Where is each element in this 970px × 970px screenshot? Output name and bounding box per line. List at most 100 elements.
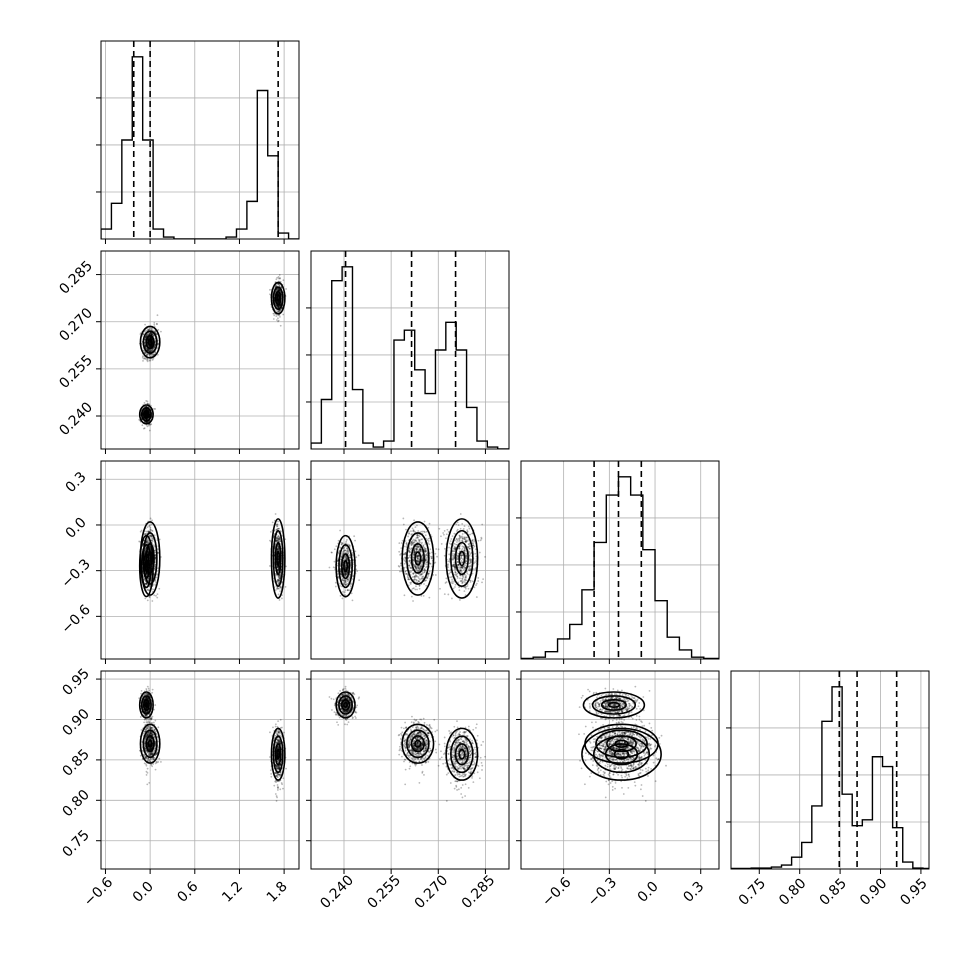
sample-point [145, 532, 148, 535]
sample-point [149, 345, 152, 348]
sample-point [278, 599, 281, 601]
sample-point [414, 566, 417, 569]
sample-point [411, 527, 414, 530]
sample-point [155, 333, 158, 336]
sample-point [277, 535, 280, 538]
sample-point [330, 551, 333, 554]
sample-point [348, 577, 351, 580]
sample-point [142, 355, 145, 357]
sample-point [277, 293, 280, 295]
sample-point [269, 565, 271, 567]
sample-point [146, 402, 149, 405]
sample-point [269, 539, 271, 542]
sample-point [154, 556, 157, 559]
sample-point [149, 526, 152, 529]
panel-frame [100, 40, 300, 240]
sample-point [356, 570, 359, 573]
sample-point [430, 555, 432, 558]
sample-point [149, 336, 152, 339]
sample-point [144, 405, 147, 408]
sample-point [146, 359, 149, 361]
sample-point [145, 408, 148, 411]
sample-point [416, 534, 418, 537]
sample-point [145, 540, 148, 542]
sample-point [154, 561, 157, 564]
y-tick-label: 0.240 [56, 399, 96, 439]
sample-point [143, 427, 146, 429]
sample-point [151, 540, 154, 543]
sample-point [408, 547, 411, 549]
sample-point [345, 584, 348, 586]
sample-point [416, 524, 418, 527]
sample-point [277, 520, 279, 523]
sample-point [149, 341, 152, 344]
sample-point [342, 550, 345, 553]
sample-point [277, 574, 280, 577]
sample-point [334, 581, 337, 584]
sample-point [148, 403, 150, 406]
sample-point [277, 292, 280, 295]
sample-point [269, 293, 271, 296]
sample-point [145, 418, 148, 421]
sample-point [143, 401, 146, 404]
sample-point [154, 343, 157, 346]
sample-point [427, 537, 430, 540]
sample-point [150, 333, 153, 335]
sample-point [422, 544, 425, 547]
sample-point [153, 580, 156, 583]
sample-point [149, 337, 152, 339]
sample-point [423, 583, 425, 585]
sample-point [278, 289, 280, 292]
sample-point [150, 423, 153, 426]
sample-point [151, 519, 153, 522]
sample-point [275, 319, 278, 321]
sample-point [342, 591, 344, 593]
y-tick-label: −0.3 [58, 556, 93, 591]
sample-point [407, 535, 410, 538]
sample-point [277, 287, 280, 290]
sample-point [417, 530, 420, 532]
sample-point [403, 562, 406, 565]
sample-point [155, 333, 158, 336]
sample-point [158, 587, 161, 590]
sample-point [149, 336, 152, 339]
sample-point [277, 301, 279, 304]
sample-point [346, 538, 348, 541]
sample-point [156, 314, 159, 317]
sample-point [154, 558, 157, 561]
sample-point [149, 350, 152, 353]
sample-point [149, 336, 151, 339]
sample-point [150, 336, 152, 339]
sample-point [150, 535, 153, 538]
sample-point [427, 572, 430, 575]
sample-point [333, 560, 336, 563]
sample-point [341, 597, 344, 600]
sample-point [148, 524, 151, 527]
sample-point [149, 345, 151, 348]
sample-point [281, 597, 283, 600]
sample-point [416, 548, 419, 550]
sample-point [410, 544, 413, 547]
sample-point [145, 405, 148, 408]
sample-point [348, 544, 351, 546]
sample-point [277, 305, 280, 308]
sample-point [144, 421, 147, 424]
sample-point [139, 530, 142, 533]
sample-point [149, 332, 152, 335]
sample-point [436, 555, 438, 558]
sample-point [400, 542, 403, 544]
sample-point [152, 357, 155, 360]
sample-point [148, 525, 151, 528]
sample-point [148, 359, 151, 362]
sample-point [412, 600, 414, 602]
sample-point [149, 359, 152, 362]
sample-point [154, 408, 157, 410]
sample-point [276, 302, 279, 304]
sample-point [149, 337, 152, 339]
sample-point [156, 353, 159, 356]
panel-frame [100, 250, 300, 450]
contour-level [140, 407, 152, 422]
sample-point [145, 545, 148, 548]
sample-point [147, 539, 149, 542]
sample-point [412, 587, 415, 589]
